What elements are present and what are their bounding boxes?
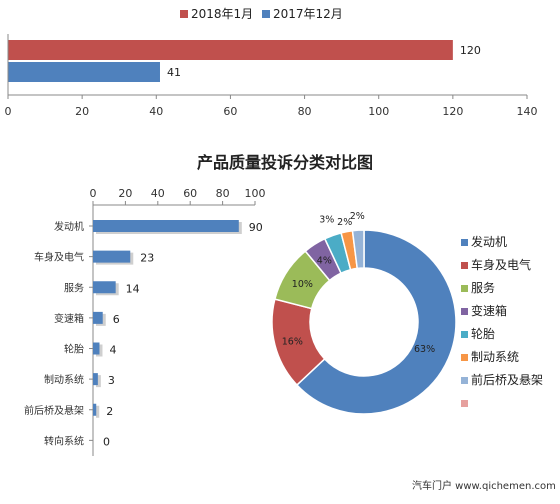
x-tick-label-3: 60 bbox=[223, 105, 237, 118]
x-tick-label-7: 140 bbox=[517, 105, 538, 118]
bar-value-label-1: 41 bbox=[167, 66, 181, 79]
category-label-2: 服务 bbox=[64, 281, 84, 294]
category-label-6: 前后桥及悬架 bbox=[24, 404, 84, 417]
legend-swatch-4 bbox=[461, 331, 468, 338]
donut-slice-0 bbox=[295, 229, 457, 415]
legend-swatch-3 bbox=[461, 308, 468, 315]
bar-value-label-1: 23 bbox=[140, 252, 154, 265]
category-label-5: 制动系统 bbox=[44, 373, 84, 386]
x-tick-label-0: 0 bbox=[5, 105, 12, 118]
x-tick-label-6: 120 bbox=[442, 105, 463, 118]
legend-swatch-0 bbox=[461, 239, 468, 246]
x-tick-label-4: 80 bbox=[216, 187, 230, 200]
category-label-7: 转向系统 bbox=[44, 434, 84, 447]
legend-label-1: 2017年12月 bbox=[273, 7, 343, 21]
category-label-4: 轮胎 bbox=[64, 343, 84, 356]
category-label-0: 发动机 bbox=[54, 220, 84, 233]
legend-swatch-7 bbox=[461, 400, 468, 407]
bar-value-label-7: 0 bbox=[103, 435, 110, 448]
x-tick-label-1: 20 bbox=[118, 187, 132, 200]
bar-value-label-2: 14 bbox=[126, 282, 140, 295]
x-tick-label-5: 100 bbox=[245, 187, 266, 200]
legend-label-0: 2018年1月 bbox=[191, 7, 253, 21]
donut-slice-6 bbox=[351, 229, 365, 270]
x-tick-label-3: 60 bbox=[183, 187, 197, 200]
bar-1 bbox=[93, 250, 131, 263]
chart-title: 产品质量投诉分类对比图 bbox=[197, 153, 373, 172]
slice-label-3: 4% bbox=[317, 256, 332, 267]
slice-label-0: 63% bbox=[414, 344, 435, 355]
legend-swatch-6 bbox=[461, 377, 468, 384]
legend-label-4: 轮胎 bbox=[471, 327, 495, 341]
slice-label-5: 2% bbox=[337, 217, 352, 228]
x-tick-label-0: 0 bbox=[90, 187, 97, 200]
x-tick-label-5: 100 bbox=[368, 105, 389, 118]
bar-1 bbox=[8, 62, 160, 82]
slice-label-1: 16% bbox=[282, 336, 303, 347]
complaint-donut-chart: 63%16%10%4%3% 2%2% bbox=[271, 211, 457, 415]
bar-value-label-5: 3 bbox=[108, 374, 115, 387]
bar-value-label-0: 90 bbox=[249, 221, 263, 234]
legend-swatch-2 bbox=[461, 285, 468, 292]
legend-label-3: 变速箱 bbox=[471, 303, 507, 318]
legend-label-0: 发动机 bbox=[471, 234, 507, 249]
source-credit: 汽车门户 www.qichemen.com bbox=[412, 479, 556, 492]
x-tick-label-2: 40 bbox=[151, 187, 165, 200]
legend-label-6: 前后桥及悬架 bbox=[471, 372, 543, 387]
bar-6 bbox=[93, 403, 97, 416]
bar-shadow-6 bbox=[96, 405, 100, 418]
slice-label-4: 3% bbox=[319, 215, 334, 226]
bar-0 bbox=[93, 220, 239, 232]
category-label-3: 变速箱 bbox=[54, 312, 84, 325]
slice-label-6: 2% bbox=[350, 211, 365, 222]
legend-label-5: 制动系统 bbox=[471, 350, 519, 364]
bar-5 bbox=[93, 373, 98, 386]
bar-2 bbox=[93, 281, 116, 294]
bar-value-label-0: 120 bbox=[460, 44, 481, 57]
bar-0 bbox=[8, 40, 453, 60]
bar-4 bbox=[93, 342, 100, 355]
category-label-1: 车身及电气 bbox=[34, 251, 84, 264]
bar-3 bbox=[93, 311, 103, 324]
slice-label-2: 10% bbox=[292, 279, 313, 290]
legend-swatch-0 bbox=[180, 10, 188, 18]
x-tick-label-2: 40 bbox=[149, 105, 163, 118]
x-tick-label-4: 80 bbox=[298, 105, 312, 118]
bar-value-label-4: 4 bbox=[109, 344, 116, 357]
legend-label-1: 车身及电气 bbox=[471, 257, 531, 272]
legend-label-2: 服务 bbox=[471, 280, 495, 295]
legend-swatch-1 bbox=[461, 262, 468, 269]
x-tick-label-1: 20 bbox=[75, 105, 89, 118]
bar-value-label-3: 6 bbox=[113, 313, 120, 326]
legend-swatch-1 bbox=[262, 10, 270, 18]
legend-swatch-5 bbox=[461, 354, 468, 361]
top-comparison-chart: 2018年1月 2017年12月 120 41 0 20 40 60 80 100 120 140 bbox=[5, 7, 538, 118]
bar-value-label-6: 2 bbox=[106, 405, 113, 418]
bar-shadow-5 bbox=[96, 375, 101, 388]
